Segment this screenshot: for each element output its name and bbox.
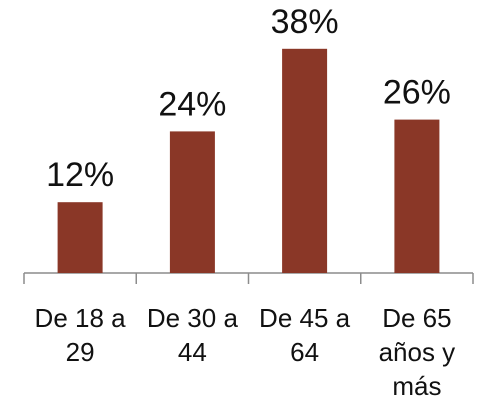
category-label-line: De 65 [382, 303, 452, 333]
category-label: De 65 años y más [361, 301, 473, 403]
category-label-line: años y [378, 337, 456, 367]
data-label: 26% [383, 74, 451, 112]
category-label-line: De 30 a [146, 303, 238, 333]
category-label: De 18 a 29 [24, 301, 136, 369]
category-label: De 45 a 64 [249, 301, 361, 369]
category-label-line: 44 [177, 337, 207, 367]
category-label-line: De 18 a [34, 303, 126, 333]
ticks-group [23, 273, 474, 284]
bars-group [57, 48, 440, 273]
category-label-line: De 45 a [259, 303, 351, 333]
category-label-line: 64 [290, 337, 320, 367]
data-label: 12% [46, 156, 114, 194]
bar [57, 202, 103, 273]
category-label: De 30 a 44 [136, 301, 248, 369]
bar [169, 131, 215, 273]
data-label: 24% [158, 85, 226, 123]
value-labels-group: 12% 24% 38% 26% [46, 3, 451, 194]
category-label-line: 29 [65, 337, 95, 367]
bar [282, 48, 328, 273]
data-label: 38% [271, 3, 339, 41]
bar [394, 119, 440, 273]
category-label-line: más [392, 371, 442, 401]
